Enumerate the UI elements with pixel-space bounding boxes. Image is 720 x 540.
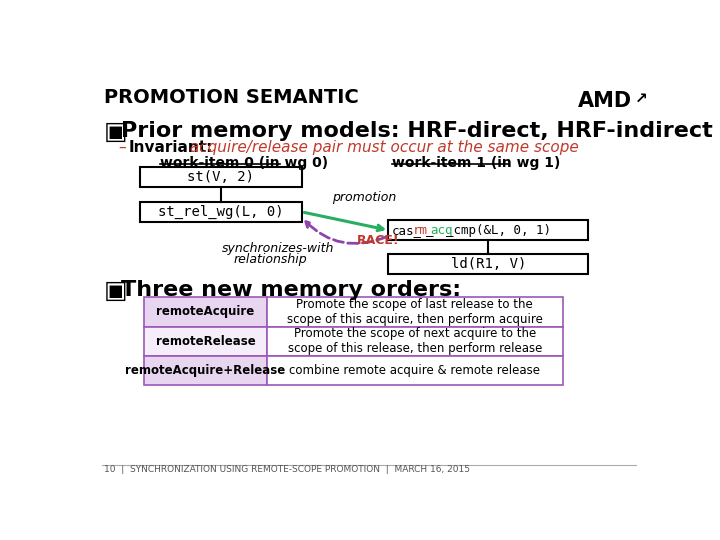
Text: ▣: ▣ (104, 120, 127, 144)
Text: remoteAcquire: remoteAcquire (156, 306, 255, 319)
Text: AMD: AMD (578, 91, 632, 111)
Text: remoteRelease: remoteRelease (156, 335, 256, 348)
Text: work-item 1 (in wg 1): work-item 1 (in wg 1) (392, 156, 561, 170)
Text: synchronizes-with: synchronizes-with (222, 241, 334, 254)
Text: promotion: promotion (332, 191, 396, 204)
Text: rm: rm (413, 224, 428, 237)
Text: ↗: ↗ (635, 91, 647, 106)
Text: st(V, 2): st(V, 2) (187, 170, 254, 184)
Text: Promote the scope of next acquire to the
scope of this release, then perform rel: Promote the scope of next acquire to the… (287, 327, 542, 355)
Text: RACE!: RACE! (357, 234, 400, 247)
Text: Invariant:: Invariant: (129, 140, 213, 156)
Text: Promote the scope of last release to the
scope of this acquire, then perform acq: Promote the scope of last release to the… (287, 298, 543, 326)
Text: work-item 0 (in wg 0): work-item 0 (in wg 0) (160, 156, 328, 170)
Text: ld(R1, V): ld(R1, V) (451, 257, 526, 271)
Text: acquire/release pair must occur at the same scope: acquire/release pair must occur at the s… (184, 140, 578, 156)
FancyBboxPatch shape (144, 327, 266, 356)
FancyBboxPatch shape (140, 167, 302, 187)
Text: cas_: cas_ (392, 224, 421, 237)
FancyBboxPatch shape (388, 220, 588, 240)
Text: _cmp(&L, 0, 1): _cmp(&L, 0, 1) (446, 224, 552, 237)
Text: 10  |  SYNCHRONIZATION USING REMOTE-SCOPE PROMOTION  |  MARCH 16, 2015: 10 | SYNCHRONIZATION USING REMOTE-SCOPE … (104, 465, 470, 474)
Text: _: _ (426, 224, 433, 237)
FancyBboxPatch shape (266, 356, 563, 385)
Text: Three new memory orders:: Three new memory orders: (121, 280, 461, 300)
Text: remoteAcquire+Release: remoteAcquire+Release (125, 364, 286, 377)
FancyBboxPatch shape (144, 356, 266, 385)
FancyBboxPatch shape (266, 298, 563, 327)
FancyBboxPatch shape (388, 254, 588, 274)
Text: ▣: ▣ (104, 279, 127, 303)
FancyBboxPatch shape (140, 202, 302, 222)
Text: st_rel_wg(L, 0): st_rel_wg(L, 0) (158, 205, 284, 219)
Text: –: – (120, 140, 132, 156)
Text: Prior memory models: HRF-direct, HRF-indirect: Prior memory models: HRF-direct, HRF-ind… (121, 121, 713, 141)
FancyBboxPatch shape (266, 327, 563, 356)
Text: acq: acq (431, 224, 453, 237)
Text: combine remote acquire & remote release: combine remote acquire & remote release (289, 364, 540, 377)
FancyBboxPatch shape (144, 298, 266, 327)
Text: relationship: relationship (233, 253, 307, 266)
Text: PROMOTION SEMANTIC: PROMOTION SEMANTIC (104, 88, 359, 107)
